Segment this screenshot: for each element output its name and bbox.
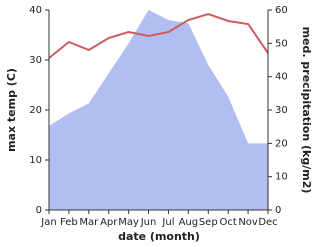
x-tick-label: Apr xyxy=(100,217,118,228)
x-tick-label: Oct xyxy=(220,217,237,228)
y-tick-label: 40 xyxy=(29,5,42,16)
y2-axis-title: med. precipitation (kg/m2) xyxy=(300,27,313,194)
y-tick-label: 20 xyxy=(29,105,42,116)
y-tick-label: 10 xyxy=(29,155,42,166)
y-axis-title: max temp (C) xyxy=(5,68,18,152)
x-tick-label: Jul xyxy=(161,217,174,228)
y2-tick-label: 40 xyxy=(275,72,288,83)
y2-tick-label: 0 xyxy=(275,205,281,216)
x-tick-label: Nov xyxy=(238,217,258,228)
x-tick-label: Feb xyxy=(60,217,78,228)
y2-tick-label: 30 xyxy=(275,105,288,116)
x-tick-label: May xyxy=(118,217,139,228)
x-axis-title: date (month) xyxy=(118,230,200,243)
y2-tick-label: 10 xyxy=(275,172,288,183)
y-tick-label: 0 xyxy=(36,205,42,216)
y-tick-label: 30 xyxy=(29,55,42,66)
temperature-line xyxy=(48,12,269,59)
x-tick-label: Dec xyxy=(258,217,277,228)
y2-tick-label: 50 xyxy=(275,38,288,49)
x-tick-label: Aug xyxy=(179,217,199,228)
y2-tick-label: 20 xyxy=(275,138,288,149)
x-tick-label: Jan xyxy=(40,217,56,228)
precipitation-area xyxy=(49,10,268,210)
x-tick-label: Jun xyxy=(140,217,157,228)
y2-tick-label: 60 xyxy=(275,5,288,16)
x-tick-label: Sep xyxy=(199,217,218,228)
x-tick-label: Mar xyxy=(79,217,99,228)
